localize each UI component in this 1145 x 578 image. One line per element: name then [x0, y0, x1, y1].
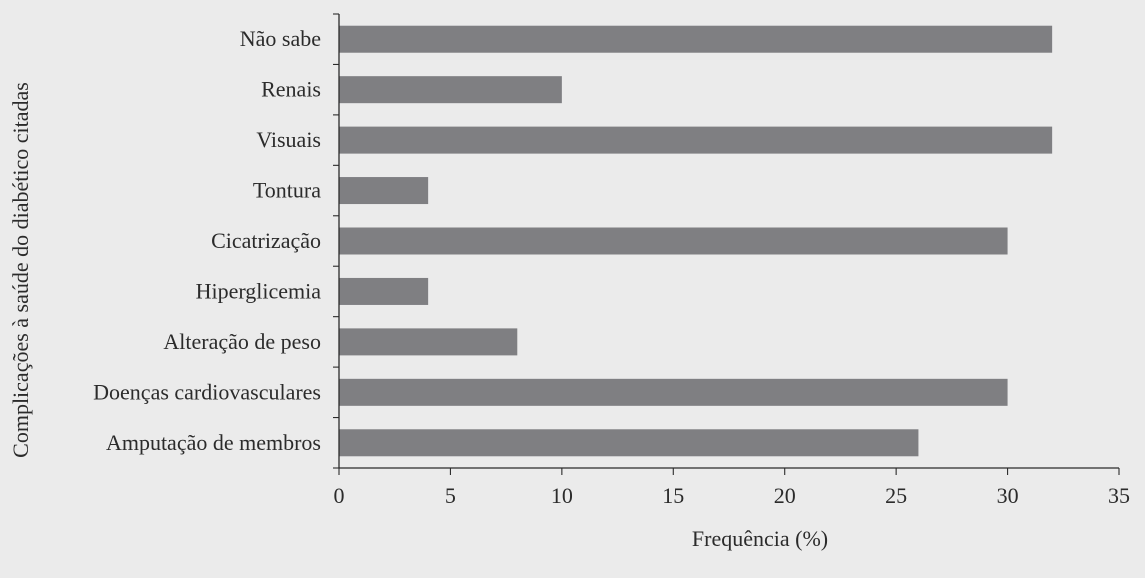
x-tick-label-4: 20 — [774, 483, 796, 508]
x-tick-label-1: 5 — [445, 483, 456, 508]
bar-4 — [339, 227, 1008, 255]
category-label-3: Tontura — [253, 178, 321, 203]
x-tick-label-3: 15 — [662, 483, 684, 508]
category-label-4: Cicatrização — [211, 228, 321, 253]
category-label-6: Alteração de peso — [163, 329, 321, 354]
x-tick-label-5: 25 — [885, 483, 907, 508]
bar-1 — [339, 76, 562, 104]
x-axis-title: Frequência (%) — [692, 526, 828, 551]
bars-layer — [339, 25, 1053, 457]
y-axis-title: Complicações à saúde do diabético citada… — [8, 82, 33, 458]
category-label-5: Hiperglicemia — [196, 278, 322, 303]
labels-layer: Não sabe Renais Visuais Tontura Cicatrização… — [93, 26, 1130, 508]
bar-7 — [339, 378, 1008, 406]
category-label-0: Não sabe — [240, 26, 321, 51]
x-tick-label-7: 35 — [1108, 483, 1130, 508]
x-tick-label-0: 0 — [334, 483, 345, 508]
bar-5 — [339, 277, 429, 305]
bar-0 — [339, 25, 1053, 53]
x-tick-label-2: 10 — [551, 483, 573, 508]
bar-8 — [339, 429, 919, 457]
bar-2 — [339, 126, 1053, 154]
category-label-1: Renais — [261, 77, 321, 102]
x-tick-label-6: 30 — [997, 483, 1019, 508]
category-label-7: Doenças cardiovasculares — [93, 379, 321, 404]
bar-3 — [339, 177, 429, 205]
category-label-2: Visuais — [256, 127, 321, 152]
category-label-8: Amputação de membros — [106, 430, 321, 455]
bar-6 — [339, 328, 518, 356]
axes-layer — [333, 13, 1120, 475]
